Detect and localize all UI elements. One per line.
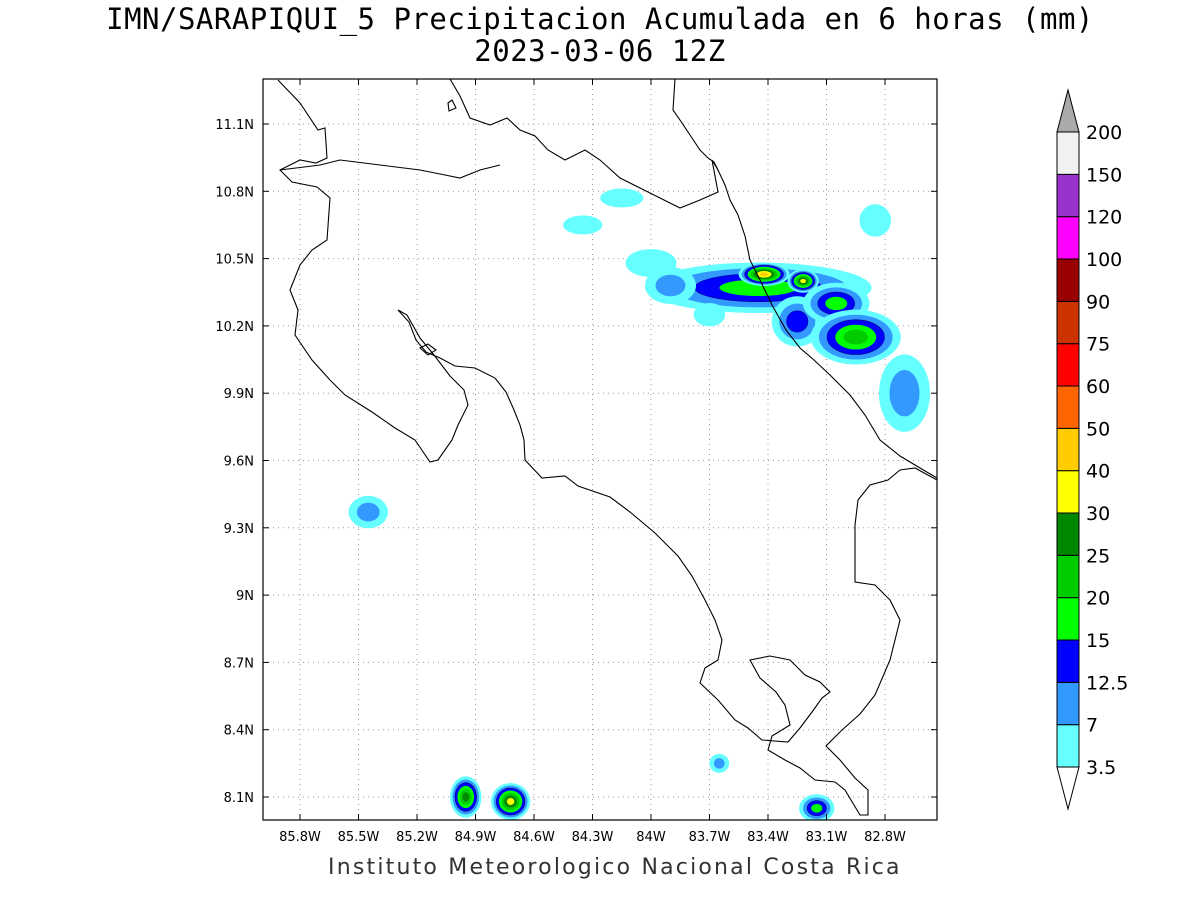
precip-field [348,188,930,820]
colorbar-label: 20 [1086,588,1110,610]
precip-contour [600,188,644,208]
precip-contour [759,272,769,277]
map-background [263,79,937,820]
colorbar-segment [1056,639,1080,683]
colorbar-segment [1056,512,1080,556]
y-tick-label: 9.6N [224,455,254,470]
colorbar-label: 30 [1086,503,1110,525]
map-frame [262,78,938,821]
colorbar-segment [1056,258,1080,302]
precip-contour [859,204,891,237]
colorbar-label: 120 [1086,207,1122,229]
x-tick-label: 83.7W [689,830,731,845]
x-tick-label: 84.3W [572,830,614,845]
precip-contour [889,369,920,417]
colorbar-segment [1056,343,1080,387]
colorbar-max-arrow [1056,88,1080,133]
colorbar-label: 50 [1086,418,1110,440]
precip-contour [563,215,603,235]
y-tick-label: 8.7N [224,656,254,671]
y-tick-label: 10.5N [215,253,254,268]
precip-contour [625,249,677,278]
y-tick-label: 8.1N [224,791,254,806]
colorbar-label: 12.5 [1086,672,1128,694]
colorbar-label: 15 [1086,630,1110,652]
colorbar-segment [1056,385,1080,429]
x-tick-label: 83.1W [806,830,848,845]
precip-contour [811,803,823,813]
colorbar-label: 7 [1086,715,1098,737]
colorbar-label: 100 [1086,249,1122,271]
colorbar-segment [1056,597,1080,641]
x-tick-label: 84.6W [513,830,555,845]
colorbar-label: 200 [1086,122,1122,144]
precip-contour [506,797,515,806]
map-title: IMN/SARAPIQUI_5 Precipitacion Acumulada … [106,2,1094,36]
colorbar-label: 3.5 [1086,757,1116,779]
x-tick-label: 84W [636,830,666,845]
coastline-borders [277,79,937,816]
precip-contour [800,278,807,284]
x-tick-label: 85.8W [279,830,321,845]
x-tick-label: 82.8W [864,830,906,845]
x-tick-label: 85.2W [396,830,438,845]
map-gridlines [263,79,937,820]
colorbar-segment [1056,554,1080,599]
credit-text: Instituto Meteorologico Nacional Costa R… [328,855,902,880]
map-subtitle-date: 2023-03-06 12Z [474,34,726,68]
y-tick-label: 10.8N [215,185,254,200]
colorbar-label: 40 [1086,461,1110,483]
y-tick-label: 9.9N [224,387,254,402]
precip-contour [356,502,380,522]
colorbar-segment [1056,131,1080,175]
colorbar-segment [1056,681,1080,726]
colorbar-label: 75 [1086,334,1110,356]
colorbar-label: 90 [1086,291,1110,313]
precip-contour [462,792,470,802]
latitude-ticks: 8.1N 8.4N 8.7N 9N 9.3N 9.6N 9.9N 10.2N 10.5N 10.8… [215,118,937,806]
colorbar-label: 60 [1086,376,1110,398]
colorbar-segment [1056,427,1080,472]
precip-contour [843,329,869,345]
colorbar-segment [1056,724,1080,768]
precip-contour [713,758,725,769]
longitude-ticks: 85.8W 85.5W 85.2W 84.9W 84.6W 84.3W 84W 83.7W 83… [279,79,906,845]
x-tick-label: 84.9W [455,830,497,845]
colorbar-label: 150 [1086,164,1122,186]
y-tick-label: 9N [236,589,254,604]
precip-contour [786,310,809,333]
colorbar-segment [1056,300,1080,345]
colorbar-segment [1056,173,1080,218]
colorbar-label: 25 [1086,545,1110,567]
colorbar-min-arrow [1056,766,1080,811]
colorbar-legend: 3.5 7 12.5 15 20 25 30 40 50 60 75 90 100 120 150 200 [1056,88,1128,811]
precip-contour [825,296,848,311]
colorbar-segment [1056,216,1080,260]
y-tick-label: 11.1N [215,118,254,133]
precip-contour [693,302,726,327]
y-tick-label: 8.4N [224,724,254,739]
colorbar-segment [1056,470,1080,514]
precip-contour [655,274,686,297]
y-tick-label: 10.2N [215,320,254,335]
x-tick-label: 83.4W [747,830,789,845]
y-tick-label: 9.3N [224,522,254,537]
x-tick-label: 85.5W [338,830,380,845]
